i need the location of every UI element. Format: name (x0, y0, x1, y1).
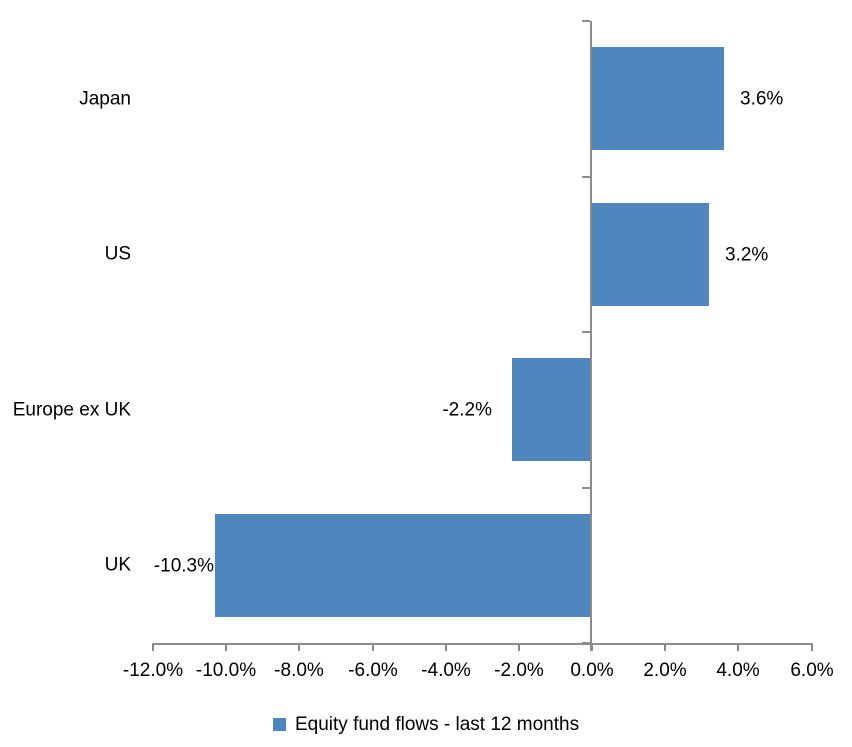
x-tick-label: -12.0% (122, 660, 184, 681)
data-label-uk: -10.3% (153, 555, 214, 576)
x-tick (225, 643, 227, 651)
x-tick (372, 643, 374, 651)
x-tick-label: -4.0% (421, 660, 471, 681)
bar-europe-ex-uk (512, 358, 592, 461)
x-tick (518, 643, 520, 651)
bar-us (592, 203, 709, 306)
category-label-us: US (104, 243, 131, 265)
legend-swatch-icon (273, 718, 286, 731)
x-tick (664, 643, 666, 651)
x-tick (811, 643, 813, 651)
x-tick (152, 643, 154, 651)
data-label-europe-ex-uk: -2.2% (442, 399, 492, 420)
x-tick-label: 4.0% (716, 660, 760, 681)
legend-label: Equity fund flows - last 12 months (295, 714, 580, 735)
data-label-japan: 3.6% (740, 88, 784, 109)
category-tick (582, 487, 590, 489)
legend: Equity fund flows - last 12 months (273, 714, 580, 735)
category-tick (582, 176, 590, 178)
x-tick-label: 0.0% (570, 660, 614, 681)
category-tick (582, 331, 590, 333)
x-tick (445, 643, 447, 651)
x-tick-label: -6.0% (348, 660, 398, 681)
bar-uk (215, 514, 592, 617)
x-tick-label: 2.0% (643, 660, 687, 681)
category-label-europe-ex-uk: Europe ex UK (12, 399, 131, 421)
x-tick (591, 643, 593, 651)
x-tick (737, 643, 739, 651)
x-axis-line (152, 643, 813, 645)
bar-japan (592, 47, 724, 150)
category-label-japan: Japan (79, 88, 131, 110)
x-tick-label: -2.0% (494, 660, 544, 681)
data-label-us: 3.2% (725, 244, 769, 265)
x-tick-label: 6.0% (790, 660, 834, 681)
x-tick-label: -8.0% (274, 660, 324, 681)
y-axis-line (590, 21, 592, 651)
category-label-uk: UK (104, 554, 131, 576)
category-tick (582, 20, 590, 22)
x-tick-label: -10.0% (195, 660, 257, 681)
x-tick (298, 643, 300, 651)
